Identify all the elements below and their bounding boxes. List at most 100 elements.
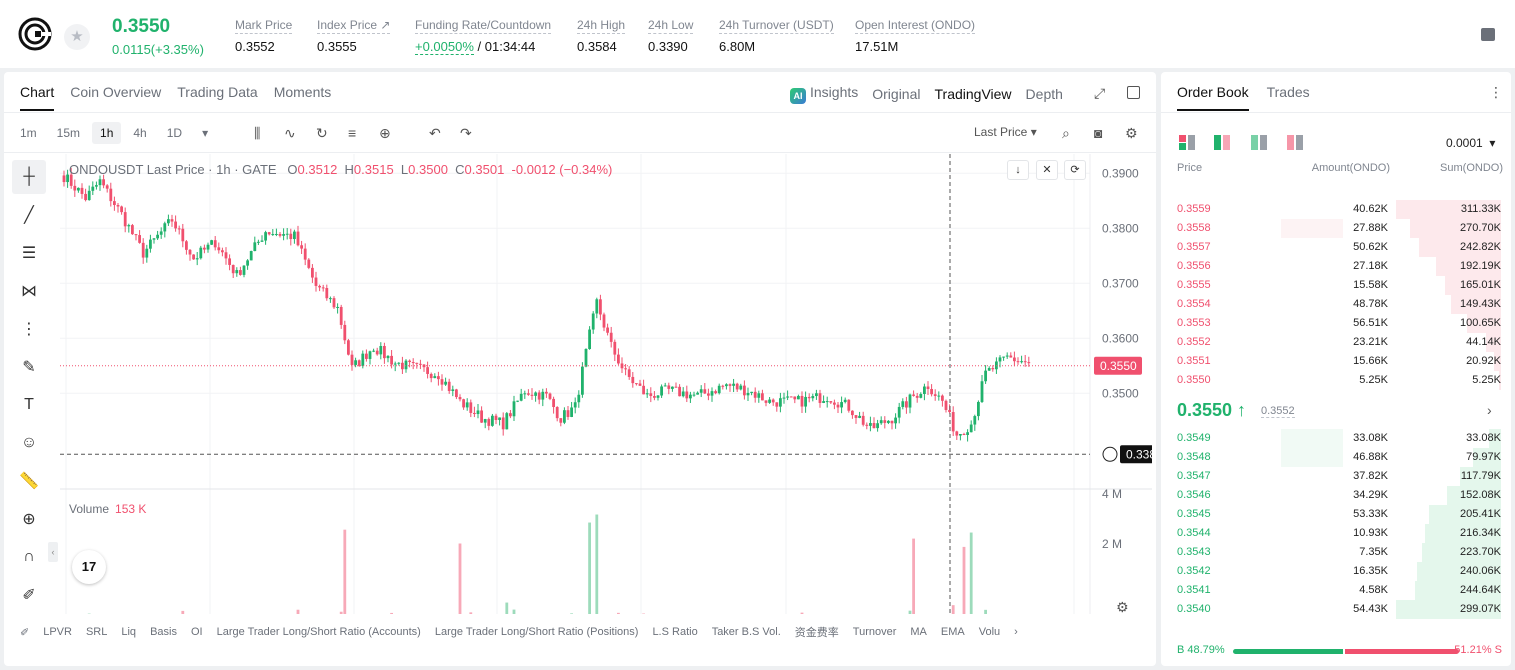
view-original[interactable]: Original <box>872 86 921 102</box>
price-type-select[interactable]: Last Price ▾ <box>974 125 1037 139</box>
timeframe-4h[interactable]: 4h <box>133 126 147 140</box>
ask-row[interactable]: 0.3556 27.18K 192.19K <box>1161 257 1511 276</box>
camera-icon[interactable]: ◙ <box>1094 125 1103 141</box>
arrow-down-icon[interactable]: ↓ <box>1007 160 1029 180</box>
more-options-icon[interactable]: ⋮ <box>1489 84 1503 100</box>
indicator-item[interactable]: MA <box>910 626 927 638</box>
bid-row[interactable]: 0.3548 46.88K 79.97K <box>1161 448 1511 467</box>
favorite-star-icon[interactable]: ★ <box>64 24 90 50</box>
undo-icon[interactable]: ↶ <box>429 125 441 141</box>
view-insights[interactable]: AI Insights <box>790 84 858 104</box>
view-both-icon[interactable] <box>1179 135 1195 150</box>
tradingview-logo[interactable]: 17 <box>72 550 106 584</box>
stat-label[interactable]: Open Interest (ONDO) <box>855 18 976 34</box>
view-split-icon[interactable] <box>1214 135 1230 150</box>
ask-row[interactable]: 0.3550 5.25K 5.25K <box>1161 371 1511 390</box>
view-tradingview[interactable]: TradingView <box>934 86 1012 102</box>
gear-icon[interactable]: ⚙ <box>1125 125 1138 141</box>
candle-type-icon[interactable]: ⫼ <box>254 125 261 141</box>
ask-row[interactable]: 0.3557 50.62K 242.82K <box>1161 238 1511 257</box>
view-asks-icon[interactable] <box>1287 135 1303 150</box>
tab-moments[interactable]: Moments <box>273 84 332 100</box>
emoji-icon[interactable]: ☺ <box>20 434 38 451</box>
brush-icon[interactable]: ✎ <box>22 359 36 376</box>
crosshair-icon[interactable]: ┼ <box>12 160 46 194</box>
refresh-icon[interactable]: ⟳ <box>1064 160 1086 180</box>
indicator-item[interactable]: Taker B.S Vol. <box>711 626 781 638</box>
ask-row[interactable]: 0.3555 15.58K 165.01K <box>1161 276 1511 295</box>
timeframe-1h[interactable]: 1h <box>92 122 122 144</box>
chart-settings-icon[interactable]: ⚙ <box>1116 599 1129 615</box>
price-chart[interactable]: 0.39000.38000.37000.36000.35008910111213… <box>60 154 1152 614</box>
bid-row[interactable]: 0.3544 10.93K 216.34K <box>1161 524 1511 543</box>
timeframe-1d[interactable]: 1D <box>166 126 183 140</box>
calendar-icon[interactable] <box>1481 28 1495 41</box>
timeframe-1m[interactable]: 1m <box>20 126 37 140</box>
indicator-item[interactable]: OI <box>190 626 203 638</box>
pencil-icon[interactable]: ✐ <box>20 626 30 639</box>
indicator-item[interactable]: 资金费率 <box>794 627 839 639</box>
indicator-item[interactable]: Liq <box>121 626 137 638</box>
bid-row[interactable]: 0.3540 54.43K 299.07K <box>1161 600 1511 619</box>
tab-coin-overview[interactable]: Coin Overview <box>70 84 162 100</box>
precision-select[interactable]: 0.0001 ▾ <box>1446 136 1495 150</box>
horizontal-lines-icon[interactable]: ☰ <box>21 245 37 262</box>
search-icon[interactable]: ⌕ <box>1062 125 1070 141</box>
indicator-item[interactable]: Turnover <box>852 626 897 638</box>
stat-label[interactable]: 24h Low <box>648 18 694 34</box>
bid-row[interactable]: 0.3541 4.58K 244.64K <box>1161 581 1511 600</box>
indicator-item[interactable]: LPVR <box>43 626 72 638</box>
stat-label[interactable]: Mark Price <box>235 18 293 34</box>
indicator-item[interactable]: Volu <box>978 626 1001 638</box>
tab-chart[interactable]: Chart <box>20 84 55 111</box>
fib-icon[interactable]: ⋮ <box>21 321 37 338</box>
fullscreen-icon[interactable]: ⤢ <box>1094 85 1106 101</box>
tab-trades[interactable]: Trades <box>1266 84 1310 100</box>
ask-row[interactable]: 0.3558 27.88K 270.70K <box>1161 219 1511 238</box>
pencil-icon[interactable]: ✐ <box>22 587 36 604</box>
indicator-item[interactable]: EMA <box>940 626 965 638</box>
indicators-icon[interactable]: ∿ <box>284 125 296 141</box>
bid-row[interactable]: 0.3546 34.29K 152.08K <box>1161 486 1511 505</box>
stat-label[interactable]: Funding Rate/Countdown <box>415 18 552 34</box>
ask-row[interactable]: 0.3559 40.62K 311.33K <box>1161 200 1511 219</box>
window-icon[interactable] <box>1127 86 1140 99</box>
add-alert-icon[interactable]: ⊕ <box>379 125 391 141</box>
bid-row[interactable]: 0.3545 53.33K 205.41K <box>1161 505 1511 524</box>
bid-row[interactable]: 0.3547 37.82K 117.79K <box>1161 467 1511 486</box>
bid-row[interactable]: 0.3543 7.35K 223.70K <box>1161 543 1511 562</box>
collapse-toolbar-icon[interactable]: ‹ <box>48 542 58 562</box>
pattern-icon[interactable]: ⋈ <box>21 283 37 300</box>
indicator-item[interactable]: Large Trader Long/Short Ratio (Positions… <box>434 626 639 638</box>
collapse-arrows-icon[interactable]: ✕ <box>1036 160 1058 180</box>
ruler-icon[interactable]: 📏 <box>19 473 39 490</box>
redo-icon[interactable]: ↷ <box>460 125 472 141</box>
indicator-item[interactable]: Large Trader Long/Short Ratio (Accounts) <box>216 626 421 638</box>
text-icon[interactable]: T <box>24 396 34 413</box>
replay-icon[interactable]: ↻ <box>316 125 328 141</box>
magnet-icon[interactable]: ∩ <box>23 548 35 565</box>
stat-label[interactable]: 24h Turnover (USDT) <box>719 18 834 34</box>
ask-row[interactable]: 0.3551 15.66K 20.92K <box>1161 352 1511 371</box>
stat-label[interactable]: Index Price ↗ <box>317 18 391 34</box>
zoom-in-icon[interactable]: ⊕ <box>22 511 36 528</box>
gate-logo-icon[interactable] <box>18 17 52 51</box>
timeframe-15m[interactable]: 15m <box>56 126 81 140</box>
bid-row[interactable]: 0.3542 16.35K 240.06K <box>1161 562 1511 581</box>
tab-trading-data[interactable]: Trading Data <box>177 84 258 100</box>
templates-icon[interactable]: ≡ <box>348 125 357 141</box>
ask-row[interactable]: 0.3552 23.21K 44.14K <box>1161 333 1511 352</box>
view-bids-icon[interactable] <box>1251 135 1267 150</box>
indicator-item[interactable]: SRL <box>85 626 108 638</box>
chevron-right-icon[interactable]: › <box>1014 626 1018 638</box>
trend-line-icon[interactable]: ╱ <box>24 207 34 224</box>
bid-row[interactable]: 0.3549 33.08K 33.08K <box>1161 429 1511 448</box>
indicator-item[interactable]: Basis <box>150 626 177 638</box>
ask-row[interactable]: 0.3553 56.51K 100.65K <box>1161 314 1511 333</box>
view-depth[interactable]: Depth <box>1025 86 1063 102</box>
stat-label[interactable]: 24h High <box>577 18 626 34</box>
indicator-item[interactable]: L.S Ratio <box>652 626 698 638</box>
tab-order-book[interactable]: Order Book <box>1177 84 1249 111</box>
ask-row[interactable]: 0.3554 48.78K 149.43K <box>1161 295 1511 314</box>
chevron-right-icon[interactable]: › <box>1487 402 1492 418</box>
